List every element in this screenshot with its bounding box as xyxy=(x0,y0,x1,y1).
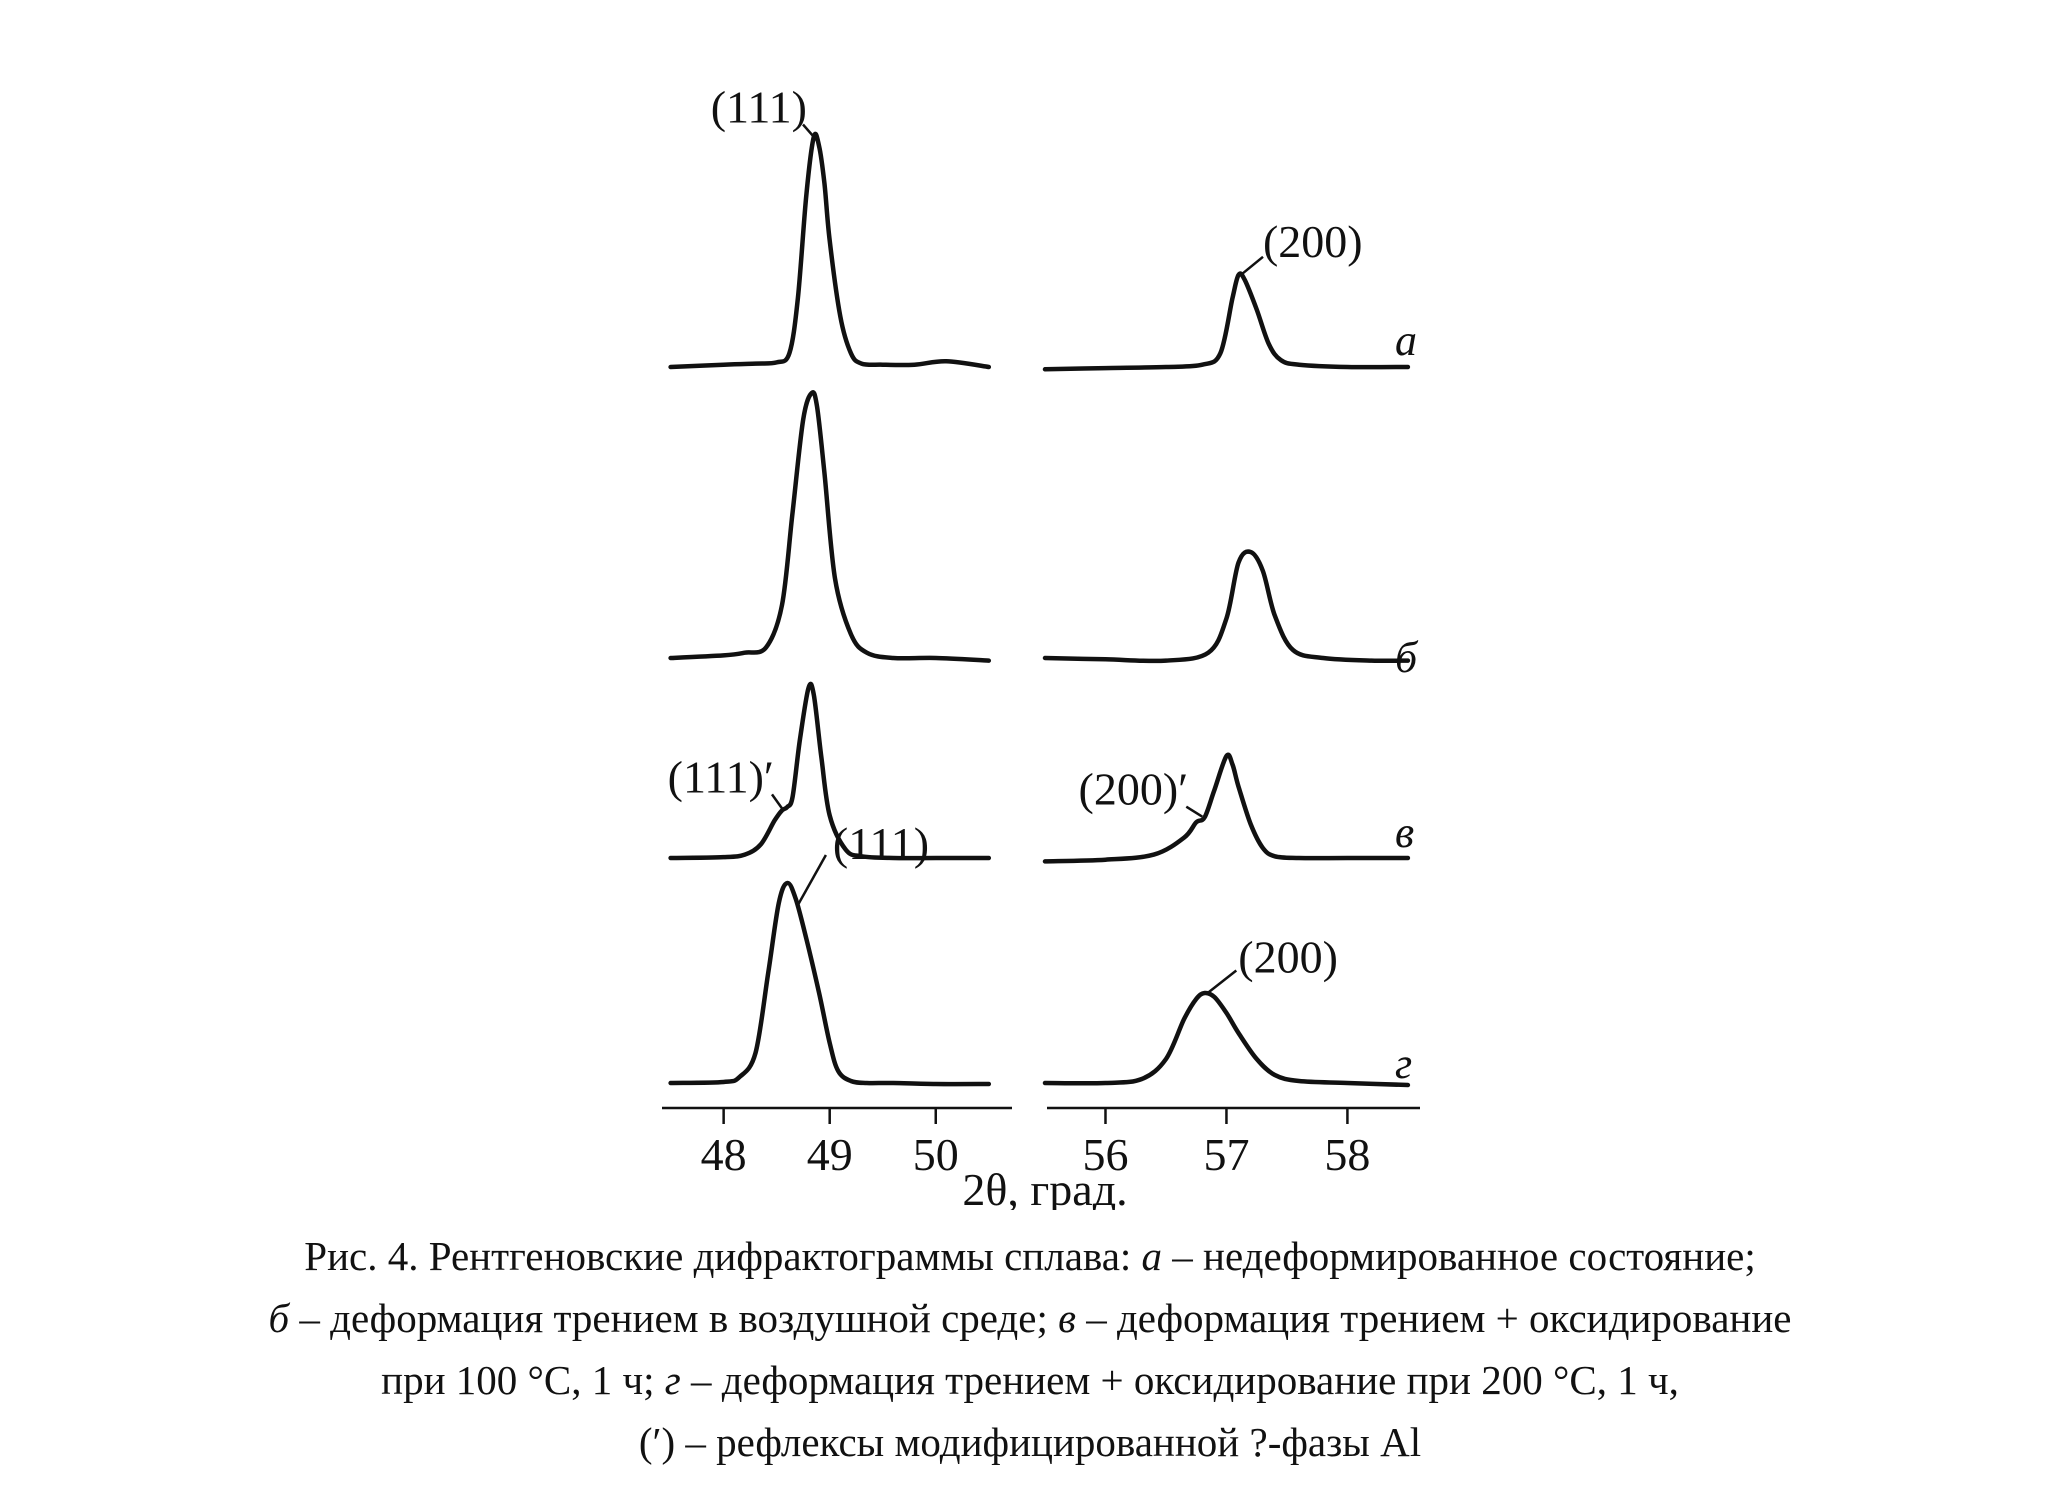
peak-leader-g-right xyxy=(1207,969,1238,994)
x-tick-label-49: 49 xyxy=(807,1129,853,1180)
peak-label-g-left: (111) xyxy=(833,818,929,869)
peak-label-a-left: (111) xyxy=(711,82,807,133)
curve-g-left xyxy=(668,880,992,1087)
x-tick-label-48: 48 xyxy=(701,1129,747,1180)
curve-a-left xyxy=(668,131,992,370)
x-axis-title: 2θ, град. xyxy=(962,1164,1127,1210)
peak-label-v-left: (111)′ xyxy=(668,751,774,802)
caption-line-2: б – деформация трением в воздушной среде… xyxy=(60,1287,2000,1349)
curve-label-v: в xyxy=(1395,808,1414,857)
x-tick-label-58: 58 xyxy=(1324,1129,1370,1180)
curve-label-b: б xyxy=(1395,633,1419,682)
peak-label-v-right: (200)′ xyxy=(1079,764,1189,815)
curve-b-right xyxy=(1042,549,1411,664)
caption-text: – деформация трением в воздушной среде; xyxy=(289,1295,1059,1341)
figure-caption: Рис. 4. Рентгеновские дифрактограммы спл… xyxy=(60,1225,2000,1473)
x-tick-label-50: 50 xyxy=(913,1129,959,1180)
caption-text: Рис. 4. Рентгеновские дифрактограммы спл… xyxy=(304,1233,1142,1279)
peak-label-g-right: (200) xyxy=(1238,932,1338,983)
peak-label-a-right: (200) xyxy=(1263,216,1363,267)
caption-text: б xyxy=(268,1295,290,1341)
caption-line-1: Рис. 4. Рентгеновские дифрактограммы спл… xyxy=(60,1225,2000,1287)
caption-text: – деформация трением + оксидирование xyxy=(1075,1295,1792,1341)
caption-line-3: при 100 °С, 1 ч; г – деформация трением … xyxy=(60,1349,2000,1411)
caption-text: – недеформированное состояние; xyxy=(1162,1233,1756,1279)
peak-leader-g-left xyxy=(796,854,827,906)
curve-b-left xyxy=(668,390,992,663)
curve-v-left xyxy=(668,681,992,861)
caption-text: – деформация трением + оксидирование при… xyxy=(680,1357,1679,1403)
curve-g-right xyxy=(1042,990,1411,1088)
x-axis: 48 49 50 56 57 58 xyxy=(662,1106,1420,1180)
curve-label-a: а xyxy=(1395,316,1417,365)
peak-leader-v-right xyxy=(1185,805,1203,818)
peak-leader-a-right xyxy=(1240,255,1264,276)
peak-leader-a-left xyxy=(802,123,818,142)
caption-text: в xyxy=(1058,1295,1076,1341)
curves-layer xyxy=(668,131,1411,1088)
curve-v-right xyxy=(1042,752,1411,864)
diffractogram-chart: 48 49 50 56 57 58 а (111) (200) б в (111)′ (200)′ г (… xyxy=(662,82,1420,1210)
x-tick-label-56: 56 xyxy=(1082,1129,1128,1180)
caption-text: г xyxy=(664,1357,681,1403)
peak-leader-v-left xyxy=(770,793,784,810)
x-tick-label-57: 57 xyxy=(1203,1129,1249,1180)
caption-text: при 100 °С, 1 ч; xyxy=(381,1357,665,1403)
curve-label-g: г xyxy=(1395,1039,1412,1088)
caption-line-4: (′) – рефлексы модифицированной ?-фазы A… xyxy=(60,1411,2000,1473)
annotations-layer: а (111) (200) б в (111)′ (200)′ г (111) (200) xyxy=(668,82,1419,1088)
curve-a-right xyxy=(1042,271,1411,372)
caption-text: а xyxy=(1141,1233,1163,1279)
caption-text: (′) – рефлексы модифицированной ?-фазы A… xyxy=(638,1419,1422,1465)
